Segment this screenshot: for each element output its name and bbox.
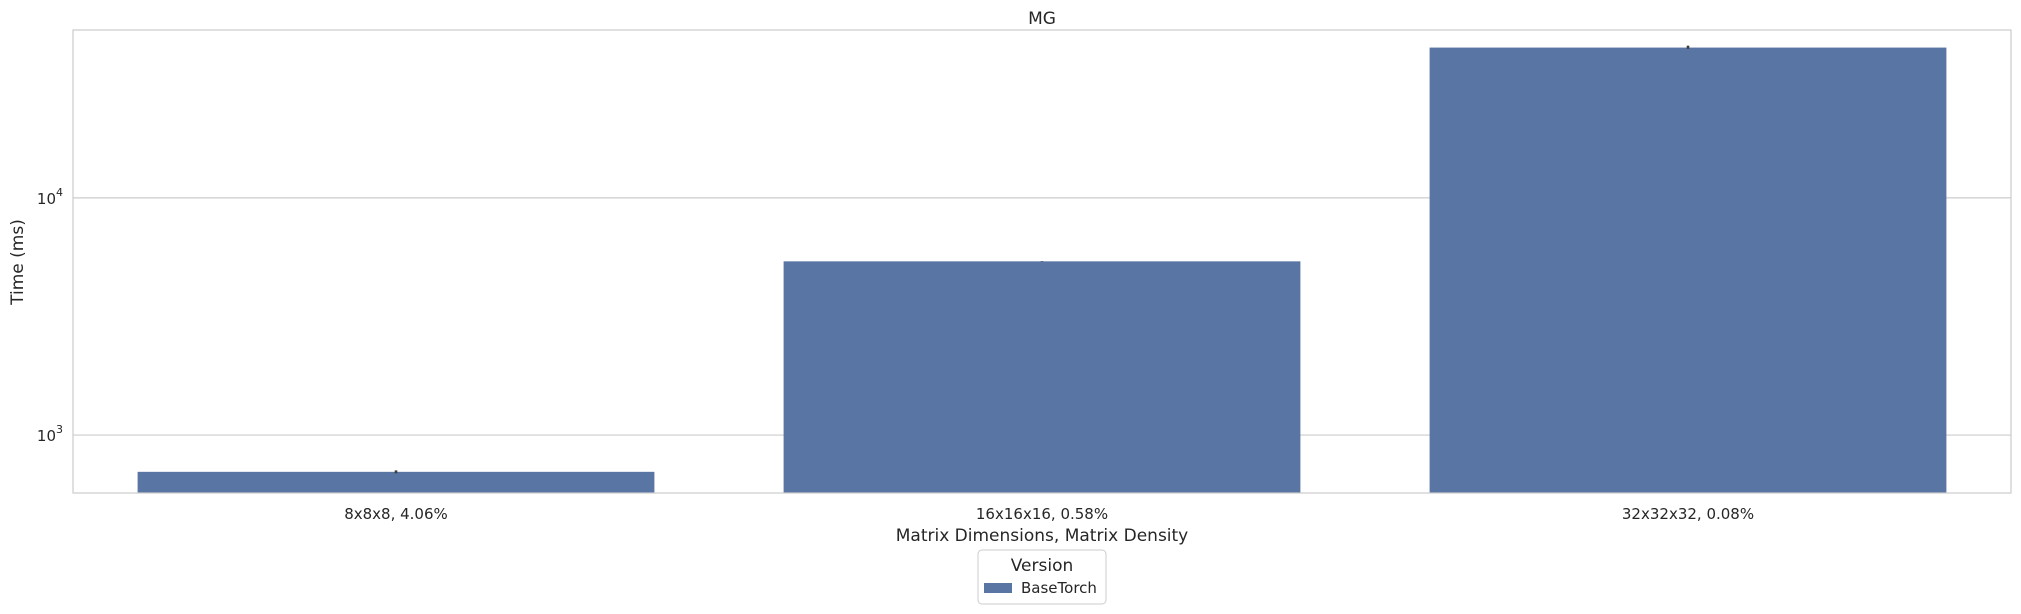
y-tick-label: 104: [37, 186, 63, 208]
legend-swatch: [984, 583, 1012, 593]
x-axis-label: Matrix Dimensions, Matrix Density: [896, 526, 1189, 546]
legend: Version BaseTorch: [977, 549, 1107, 605]
y-ticks: 103 104: [37, 186, 63, 445]
legend-label: BaseTorch: [1021, 579, 1097, 597]
error-bars: [394, 45, 1690, 474]
bar: [783, 261, 1301, 493]
bar: [1429, 47, 1947, 493]
x-ticks: 8x8x8, 4.06% 16x16x16, 0.58% 32x32x32, 0.0…: [344, 505, 1754, 523]
x-tick-label: 16x16x16, 0.58%: [976, 505, 1108, 523]
bars: [137, 47, 1947, 493]
y-tick-label: 103: [37, 423, 63, 445]
y-axis-label: Time (ms): [8, 219, 28, 306]
bar: [137, 471, 655, 493]
plot-frame: [72, 29, 2012, 494]
x-tick-label: 32x32x32, 0.08%: [1622, 505, 1754, 523]
x-tick-label: 8x8x8, 4.06%: [344, 505, 448, 523]
chart-title: MG: [1028, 9, 1056, 29]
legend-title: Version: [1011, 556, 1074, 576]
